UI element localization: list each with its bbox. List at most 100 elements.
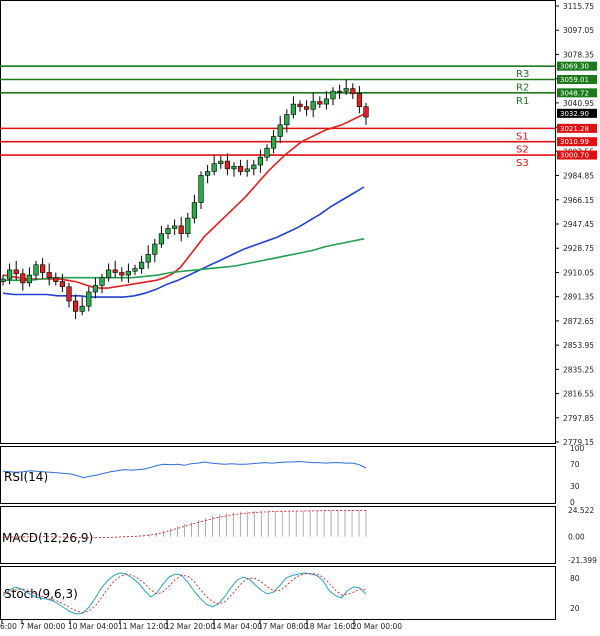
- price-tick-label: 2910.05: [563, 268, 594, 277]
- rsi-title: RSI(14): [4, 470, 48, 484]
- rsi-tick-label: 30: [570, 482, 580, 491]
- current-price-marker: 3032.90: [557, 108, 597, 118]
- level-value: 3000.70: [560, 152, 589, 160]
- candle-up: [244, 168, 250, 172]
- stoch-tick-label: 80: [570, 574, 580, 583]
- candle-up: [86, 291, 92, 307]
- candle-down: [350, 88, 356, 95]
- price-tick-label: 2779.15: [563, 438, 594, 447]
- price-axis: 3115.753097.053078.353059.653040.953022.…: [555, 2, 594, 447]
- candle-down: [13, 269, 19, 275]
- current-price-box: [557, 108, 597, 118]
- price-tick-label: 2872.65: [563, 317, 594, 326]
- candles: [0, 79, 369, 320]
- rsi-tick-label: 70: [570, 460, 580, 469]
- level-value: 3059.01: [560, 76, 589, 84]
- price-tick-label: 2891.35: [563, 293, 594, 302]
- macd-tick-label: 0.00: [568, 533, 585, 542]
- candle-down: [53, 277, 59, 282]
- candle-up: [284, 114, 290, 126]
- candle-down: [59, 281, 65, 288]
- level-value-box: [557, 123, 597, 133]
- moving-average-line: [2, 112, 367, 289]
- time-tick-label: 18 Mar 16:00: [305, 622, 355, 631]
- price-tick-label: 2966.15: [563, 196, 594, 205]
- moving-average-line: [2, 186, 365, 298]
- oscillator-axes: 100 70 30 024.522 0.00 -21.399 80 20: [568, 444, 597, 613]
- candle-up: [191, 202, 198, 219]
- stochastic-series: [2, 572, 367, 615]
- level-label: R3: [516, 69, 529, 80]
- candle-up: [33, 264, 39, 276]
- level-value-box: [557, 137, 597, 147]
- rsi-panel: [0, 446, 556, 504]
- rsi-series: [2, 460, 367, 479]
- candle-up: [323, 98, 330, 105]
- price-tick-label: 2797.85: [563, 414, 594, 423]
- macd-title: MACD(12,26,9): [2, 531, 93, 545]
- price-tick-label: 2984.85: [563, 172, 594, 181]
- level-value-box: [557, 150, 597, 160]
- candle-up: [277, 124, 283, 137]
- candle-up: [139, 261, 145, 269]
- macd-signal-line: [3, 509, 367, 539]
- time-tick-label: 7 Mar 00:00: [20, 622, 66, 631]
- price-tick-label: 2816.55: [563, 390, 594, 399]
- candle-up: [79, 305, 85, 312]
- macd-panel: [0, 506, 556, 564]
- rsi-tick-label: 100: [570, 444, 585, 453]
- candle-down: [66, 286, 72, 302]
- candle-down: [112, 269, 118, 273]
- candle-up: [198, 175, 204, 203]
- candle-up: [330, 90, 336, 100]
- moving-average-line: [3, 238, 365, 282]
- price-tick-label: 3078.35: [563, 50, 594, 59]
- price-tick-label: 2853.95: [563, 341, 594, 350]
- rsi-tick-label: 0: [570, 498, 575, 507]
- candle-down: [238, 165, 244, 172]
- candle-down: [73, 300, 79, 312]
- candle-up: [132, 268, 138, 272]
- price-tick-label: 3040.95: [563, 99, 594, 108]
- level-label: S2: [516, 145, 529, 156]
- candle-down: [39, 264, 46, 273]
- time-tick-label: 14 Mar 04:00: [212, 622, 262, 631]
- time-tick-label: 6:00: [0, 622, 17, 631]
- candle-down: [224, 160, 231, 170]
- candle-up: [270, 136, 277, 149]
- stoch-panel: [0, 566, 556, 620]
- price-tick-label: 3097.05: [563, 26, 594, 35]
- time-tick-label: 12 Mar 20:00: [165, 622, 215, 631]
- candle-up: [264, 147, 270, 158]
- candle-up: [99, 277, 105, 286]
- level-label: R2: [516, 82, 529, 93]
- candle-up: [0, 278, 6, 282]
- level-value-box: [557, 61, 597, 71]
- macd-tick-label: 24.522: [568, 506, 594, 515]
- candle-up: [185, 217, 191, 234]
- level-value-box: [557, 74, 597, 84]
- time-tick-label: 17 Mar 08:00: [258, 622, 308, 631]
- level-value: 3048.72: [560, 89, 589, 97]
- candle-down: [363, 106, 369, 118]
- stoch-tick-label: 20: [570, 604, 580, 613]
- current-price-label: 3032.90: [560, 110, 589, 118]
- time-tick-label: 10 Mar 04:00: [68, 622, 118, 631]
- stoch-title: Stoch(9,6,3): [4, 587, 78, 601]
- price-tick-label: 2835.25: [563, 365, 594, 374]
- candle-up: [211, 163, 217, 172]
- candle-up: [172, 225, 178, 229]
- level-value: 3069.30: [560, 63, 589, 71]
- time-tick-label: 11 Mar 12:00: [118, 622, 168, 631]
- moving-averages: [2, 112, 367, 298]
- candle-up: [92, 285, 98, 293]
- candle-up: [106, 269, 112, 278]
- candle-up: [290, 103, 297, 115]
- candle-up: [26, 274, 33, 284]
- candle-up: [205, 171, 211, 176]
- candle-up: [152, 243, 158, 255]
- level-label: R1: [516, 96, 529, 107]
- rsi-line: [2, 460, 367, 479]
